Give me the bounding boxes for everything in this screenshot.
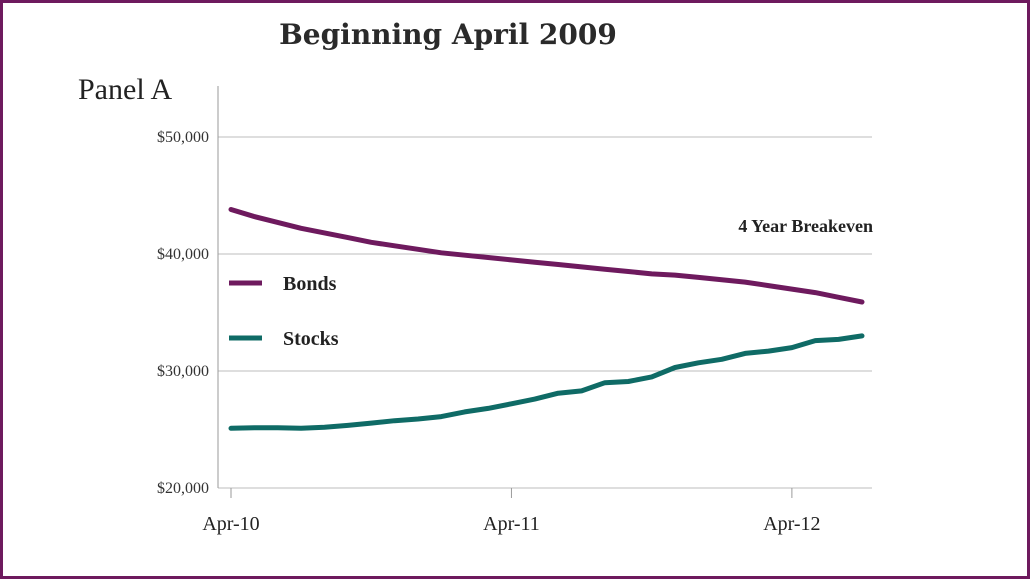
breakeven-annotation: 4 Year Breakeven — [738, 216, 873, 236]
y-tick-label: $50,000 — [157, 129, 209, 146]
legend-label-stocks: Stocks — [283, 328, 339, 350]
series-line-stocks — [228, 333, 865, 431]
x-tick-label: Apr-11 — [483, 513, 540, 535]
panel-label: Panel A — [78, 73, 172, 106]
series-line-bonds — [228, 207, 865, 305]
y-tick-label: $40,000 — [157, 246, 209, 263]
x-tick-label: Apr-10 — [202, 513, 259, 535]
x-tick-label: Apr-12 — [763, 513, 820, 535]
legend-label-bonds: Bonds — [283, 273, 337, 295]
chart-title: Beginning April 2009 — [279, 18, 617, 51]
y-tick-label: $30,000 — [157, 363, 209, 380]
y-tick-label: $20,000 — [157, 480, 209, 497]
